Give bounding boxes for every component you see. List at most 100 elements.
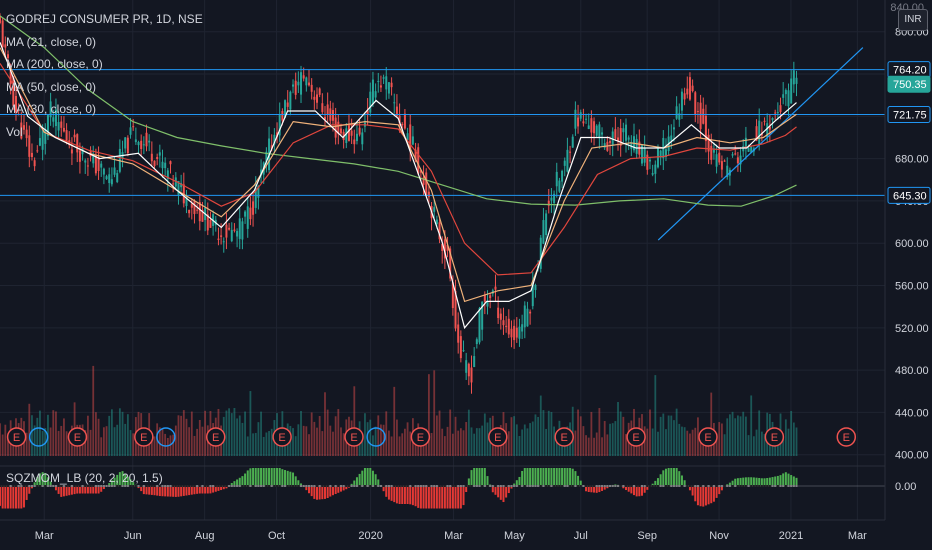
- volume-bar: [116, 424, 119, 456]
- oscillator-legend[interactable]: SQZMOM_LB (20, 2, 20, 1.5): [6, 471, 163, 485]
- momentum-bar: [121, 471, 124, 487]
- volume-bar: [438, 410, 441, 456]
- candle-body: [747, 147, 750, 152]
- volume-bar: [619, 411, 622, 456]
- candle-body: [555, 171, 558, 187]
- candle-body: [433, 207, 436, 212]
- volume-bar: [446, 426, 449, 456]
- momentum-bar: [97, 486, 100, 494]
- momentum-bar: [494, 486, 497, 495]
- candle-body: [622, 128, 625, 133]
- candle-body: [510, 328, 513, 338]
- candle-body: [116, 173, 119, 182]
- candle-body: [534, 284, 537, 291]
- volume-bar: [649, 409, 651, 456]
- momentum-bar: [744, 477, 747, 487]
- momentum-bar: [355, 477, 358, 487]
- volume-legend[interactable]: Vol: [6, 124, 23, 139]
- ma30-legend[interactable]: MA (30, close, 0): [6, 102, 97, 116]
- earnings-marker: [272, 427, 292, 447]
- momentum-bar: [36, 476, 39, 487]
- momentum-bar: [78, 486, 81, 494]
- candle-body: [715, 154, 718, 167]
- candle-body: [14, 95, 17, 113]
- candle-body: [619, 128, 622, 146]
- momentum-bar: [201, 486, 204, 494]
- volume-bar: [625, 434, 627, 456]
- ma21-legend[interactable]: MA (21, close, 0): [6, 34, 97, 49]
- price-tick-label: 600.00: [895, 238, 929, 250]
- volume-bar: [465, 422, 468, 456]
- volume-bar: [483, 413, 486, 456]
- momentum-bar: [553, 468, 556, 487]
- candle-body: [76, 134, 79, 153]
- candle-body: [289, 91, 292, 110]
- candle-body: [750, 146, 753, 153]
- candle-body: [371, 79, 374, 104]
- candle-body: [382, 77, 385, 79]
- candle-body: [318, 88, 321, 95]
- candle-body: [579, 112, 582, 119]
- momentum-bar: [260, 468, 263, 487]
- momentum-bar: [417, 486, 420, 508]
- momentum-bar: [374, 474, 377, 487]
- momentum-bar: [390, 486, 393, 501]
- momentum-bar: [659, 474, 662, 487]
- volume-bar: [84, 430, 87, 456]
- volume-bar: [694, 427, 697, 456]
- earnings-marker: [554, 427, 574, 447]
- volume-bar: [507, 431, 510, 456]
- volume-bar: [486, 422, 489, 456]
- candle-body: [763, 120, 766, 122]
- candle-body: [166, 170, 169, 180]
- volume-bar: [396, 419, 398, 456]
- momentum-bar: [225, 486, 228, 489]
- candle-body: [696, 111, 699, 113]
- volume-bar: [521, 429, 524, 456]
- candle-body: [233, 229, 236, 231]
- momentum-bar: [323, 486, 326, 499]
- volume-bar: [198, 419, 201, 456]
- ma50-legend[interactable]: MA (50, close, 0): [6, 79, 97, 94]
- volume-bar: [699, 435, 702, 456]
- momentum-bar: [6, 486, 9, 509]
- candle-body: [553, 193, 556, 204]
- time-tick-label: Sep: [637, 530, 657, 542]
- volume-bar: [94, 412, 97, 456]
- candle-body: [169, 161, 172, 165]
- candle-body: [153, 160, 156, 167]
- momentum-bar: [212, 486, 215, 493]
- momentum-bar: [747, 477, 750, 487]
- candle-body: [292, 84, 295, 87]
- candle-body: [70, 149, 73, 154]
- currency-button[interactable]: INR: [898, 9, 928, 31]
- candle-body: [736, 157, 739, 164]
- candle-body: [113, 167, 116, 175]
- candle-body: [190, 203, 193, 208]
- ma200-legend[interactable]: MA (200, close, 0): [6, 57, 103, 71]
- momentum-bar: [577, 475, 580, 487]
- candle-body: [742, 146, 745, 152]
- volume-bar: [622, 416, 625, 456]
- volume-bar: [332, 431, 334, 456]
- volume-bar: [665, 429, 667, 456]
- candle-body: [331, 110, 334, 121]
- volume-bar: [571, 406, 574, 456]
- volume-bar: [31, 415, 33, 456]
- momentum-bar: [366, 468, 369, 487]
- candle-body: [419, 170, 422, 173]
- momentum-bar: [76, 486, 79, 494]
- momentum-bar: [12, 486, 15, 509]
- momentum-bar: [278, 468, 281, 487]
- volume-bar: [513, 416, 516, 456]
- momentum-bar: [233, 481, 236, 487]
- candle-body: [94, 155, 97, 174]
- momentum-bar: [433, 486, 436, 509]
- volume-bar: [361, 434, 364, 456]
- momentum-bar: [62, 486, 65, 497]
- candle-body: [617, 137, 620, 142]
- volume-bar: [523, 424, 526, 456]
- volume-bar: [374, 426, 377, 456]
- volume-bar: [659, 416, 662, 456]
